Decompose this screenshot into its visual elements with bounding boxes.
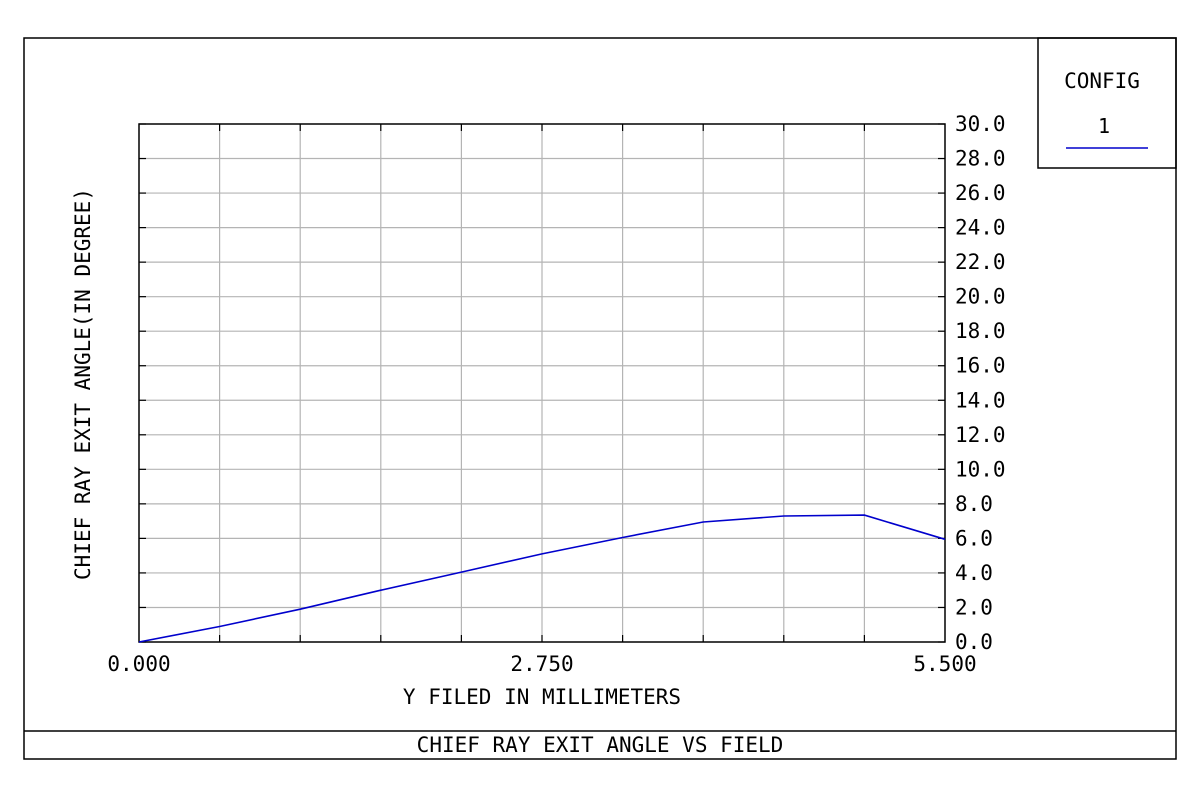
y-tick-label: 14.0 [955,388,1006,412]
y-tick-labels: 0.0 2.0 4.0 6.0 8.0 10.0 12.0 14.0 16.0 18.0 20.0 2… [955,112,1006,654]
y-tick-label: 4.0 [955,561,993,585]
y-tick-label: 16.0 [955,354,1006,378]
x-axis-title: Y FILED IN MILLIMETERS [403,685,681,709]
y-tick-label: 6.0 [955,526,993,550]
x-tick-label: 5.500 [913,652,976,676]
series-group [138,514,946,643]
y-tick-label: 2.0 [955,595,993,619]
y-tick-label: 22.0 [955,250,1006,274]
y-tick-label: 24.0 [955,216,1006,240]
y-tick-label: 0.0 [955,630,993,654]
grid-lines [139,124,945,642]
series-line [138,514,946,643]
outer-frame [23,37,1177,760]
x-tick-label: 2.750 [510,652,573,676]
y-axis-title: CHIEF RAY EXIT ANGLE(IN DEGREE) [71,188,95,580]
y-tick-label: 20.0 [955,285,1006,309]
chart-title: CHIEF RAY EXIT ANGLE VS FIELD [417,733,784,757]
legend-box [1037,37,1177,169]
x-tick-labels: 0.000 2.750 5.500 [107,652,976,676]
legend-title: CONFIG [1064,69,1140,93]
y-tick-label: 28.0 [955,147,1006,171]
y-tick-label: 10.0 [955,457,1006,481]
y-tick-label: 18.0 [955,319,1006,343]
y-tick-label: 8.0 [955,492,993,516]
legend-entry-label: 1 [1098,114,1110,138]
plot-frame [138,123,946,643]
x-tick-label: 0.000 [107,652,170,676]
y-tick-label: 12.0 [955,423,1006,447]
y-tick-label: 30.0 [955,112,1006,136]
y-tick-label: 26.0 [955,181,1006,205]
